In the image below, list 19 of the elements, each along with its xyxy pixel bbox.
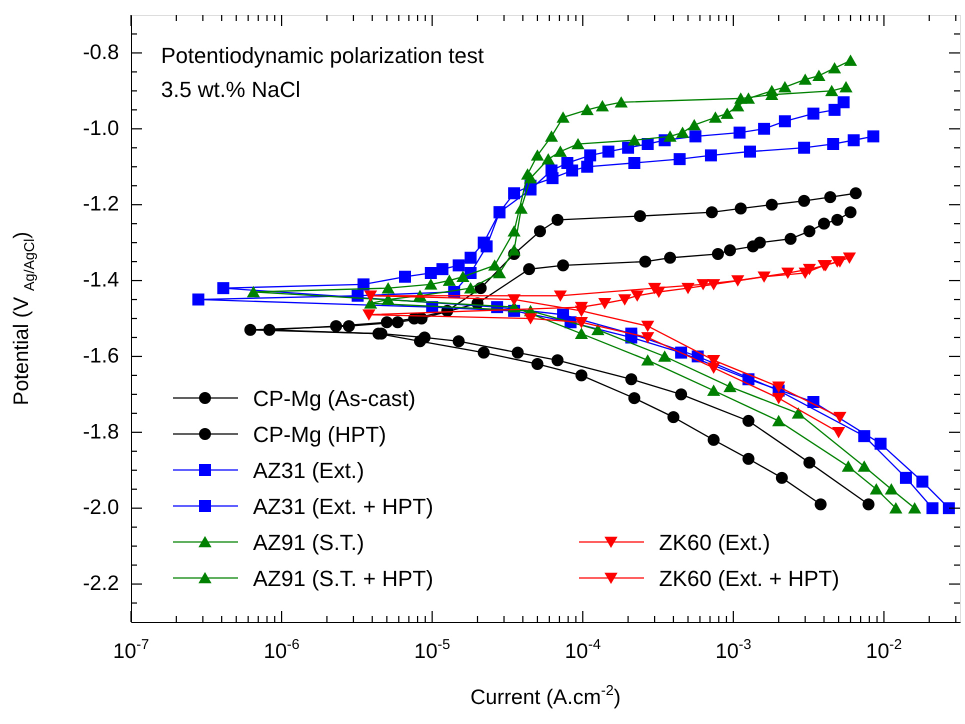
legend-label: ZK60 (Ext. + HPT) (659, 566, 840, 591)
y-tick-label: -2.2 (82, 572, 119, 596)
legend-label: CP-Mg (As-cast) (253, 386, 416, 411)
legend-label: AZ31 (Ext. + HPT) (253, 494, 434, 519)
legend-label: AZ91 (S.T. + HPT) (253, 566, 434, 591)
y-axis-title: Potential (VAg/AgCl) (10, 232, 38, 406)
annotation: 3.5 wt.% NaCl (161, 77, 300, 102)
legend-label: CP-Mg (HPT) (253, 422, 386, 447)
y-tick-label: -1.2 (82, 192, 119, 216)
legend-label: AZ91 (S.T.) (253, 530, 364, 555)
y-tick-label: -1.0 (82, 116, 119, 140)
y-tick-label: -2.0 (82, 496, 119, 520)
y-tick-label: -0.8 (82, 40, 119, 64)
annotation: Potentiodynamic polarization test (161, 43, 484, 68)
y-tick-label: -1.8 (82, 420, 119, 444)
y-tick-label: -1.4 (82, 268, 120, 292)
legend-label: ZK60 (Ext.) (659, 530, 770, 555)
y-tick-label: -1.6 (82, 344, 119, 368)
legend-label: AZ31 (Ext.) (253, 458, 364, 483)
